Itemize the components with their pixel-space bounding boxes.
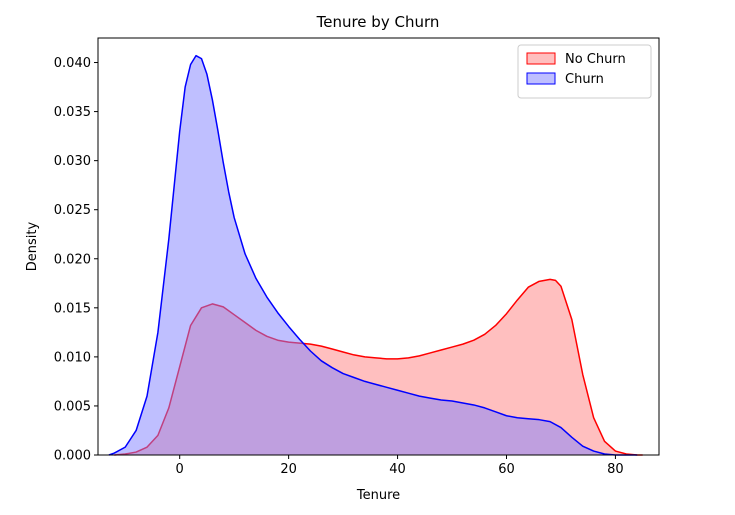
y-tick-label: 0.035 [54,105,91,120]
y-tick-label: 0.000 [54,449,91,464]
y-tick-label: 0.025 [54,203,91,218]
chart-title: Tenure by Churn [316,13,440,31]
area-churn [108,55,638,455]
x-axis: 0 20 40 60 80 [176,455,624,477]
y-tick-label: 0.015 [54,301,91,316]
legend-swatch-no-churn [526,52,556,65]
legend: No Churn Churn [517,44,652,99]
y-tick-label: 0.020 [54,252,91,267]
y-tick-label: 0.030 [54,154,91,169]
line-churn [108,54,638,456]
x-tick-label: 0 [176,462,184,477]
y-tick-label: 0.010 [54,350,91,365]
y-tick-label: 0.005 [54,399,91,414]
y-tick-label: 0.040 [54,56,91,71]
legend-label-churn: Churn [565,72,604,87]
legend-swatch-churn [526,72,556,85]
x-tick-label: 80 [607,462,624,477]
x-tick-label: 20 [280,462,297,477]
y-axis-label: Density [25,221,40,271]
y-axis: 0.000 0.005 0.010 0.015 0.020 0.025 0.030 0.035… [54,56,98,464]
plot-area [108,54,643,456]
x-tick-label: 40 [389,462,406,477]
legend-label-no-churn: No Churn [565,52,626,67]
x-tick-label: 60 [498,462,515,477]
x-axis-label: Tenure [356,488,400,503]
plot-frame [97,37,660,456]
